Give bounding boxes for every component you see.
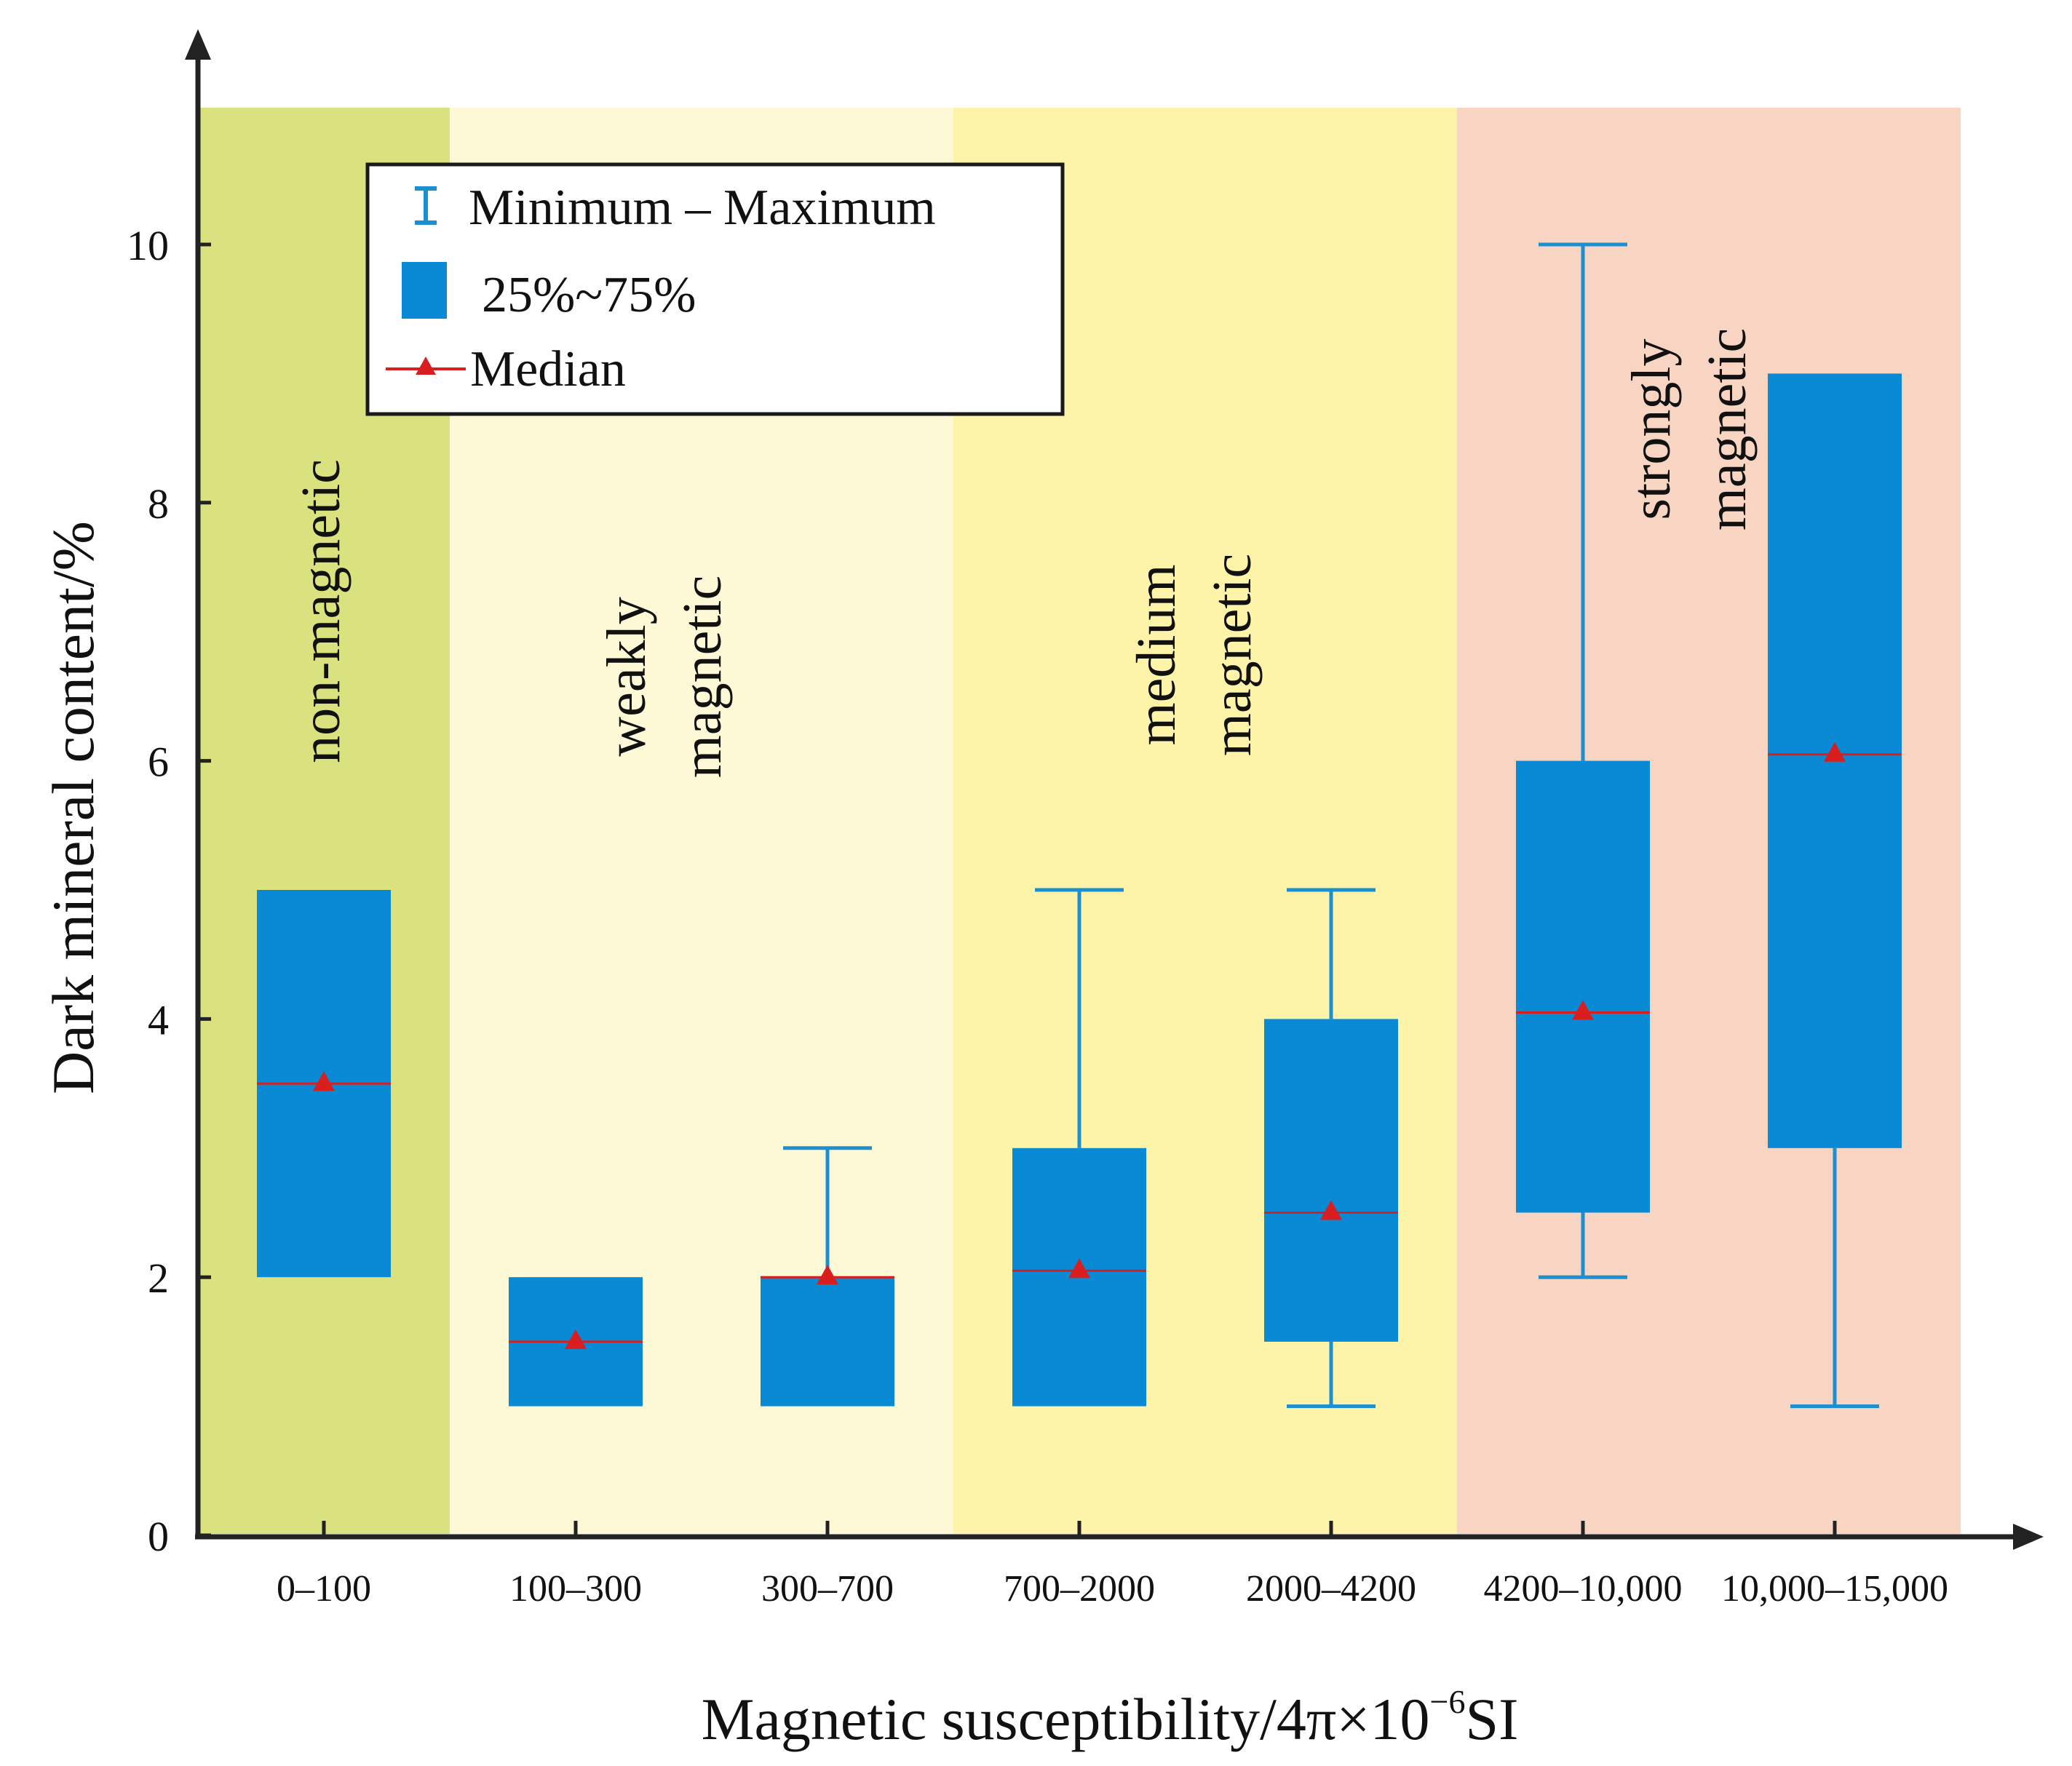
box-group-700-2000 [1012, 888, 1146, 1407]
legend-whisker-icon [415, 186, 437, 225]
box-iqr-4200-10-000 [1516, 760, 1650, 1213]
box-plots [257, 242, 1902, 1409]
legend: Minimum – Maximum 25%~75% Median [365, 162, 1065, 416]
box-group-10-000-15-000 [1768, 373, 1902, 1409]
box-group-0-100 [257, 890, 391, 1278]
legend-label-quartiles: 25%~75% [482, 267, 696, 323]
median-marker-4200-10-000 [1572, 1000, 1594, 1020]
median-marker-10-000-15-000 [1824, 741, 1846, 762]
y-tick-label-10: 10 [127, 222, 169, 269]
band-label-0-0: non-magnetic [290, 459, 352, 763]
x-tick-label-0-100: 0–100 [277, 1568, 371, 1610]
band-label-2-0: medium [1126, 564, 1187, 745]
x-tick-label-10-000-15-000: 10,000–15,000 [1721, 1568, 1948, 1610]
ticks: 0 2 4 6 8 10 0–100 100–300 300–700 700–2000 2000–4… [127, 222, 1948, 1610]
box-group-100-300 [509, 1277, 643, 1407]
x-axis-arrow [2013, 1524, 2044, 1550]
y-tick-label-8: 8 [148, 480, 169, 528]
legend-label-min-max: Minimum – Maximum [469, 180, 936, 236]
y-tick-label-6: 6 [148, 739, 169, 786]
box-iqr-2000-4200 [1264, 1019, 1398, 1342]
band-label-1-1: magnetic [672, 576, 733, 779]
x-axis-title-exponent: −6 [1430, 1683, 1466, 1720]
legend-label-median: Median [470, 341, 626, 397]
band-label-2-1: magnetic [1202, 554, 1263, 757]
band-label-1-0: weakly [596, 597, 657, 756]
x-axis-title-main: Magnetic susceptibility/4π×10 [702, 1686, 1430, 1752]
box-group-4200-10-000 [1516, 242, 1650, 1279]
legend-box-icon [402, 262, 447, 319]
y-axis-title: Dark mineral content/% [40, 521, 106, 1094]
median-marker-0-100 [313, 1071, 335, 1091]
x-tick-label-700-2000: 700–2000 [1004, 1568, 1155, 1610]
y-tick-label-2: 2 [148, 1254, 169, 1302]
box-group-2000-4200 [1264, 888, 1398, 1409]
x-tick-label-4200-10-000: 4200–10,000 [1484, 1568, 1683, 1610]
band-labels: non-magnetic weakly magnetic medium magnetic… [290, 328, 1758, 779]
median-marker-300-700 [817, 1265, 838, 1285]
x-tick-label-300-700: 300–700 [761, 1568, 894, 1610]
y-tick-label-0: 0 [148, 1513, 169, 1560]
y-tick-label-4: 4 [148, 996, 169, 1043]
x-tick-label-100-300: 100–300 [509, 1568, 642, 1610]
axes [185, 29, 2044, 1550]
band-label-3-1: magnetic [1696, 328, 1758, 531]
y-axis-arrow [185, 29, 211, 60]
box-iqr-300-700 [761, 1277, 894, 1407]
median-marker-100-300 [565, 1329, 587, 1349]
x-axis-title: Magnetic susceptibility/4π×10−6SI [702, 1683, 1519, 1752]
box-group-300-700 [761, 1146, 894, 1407]
band-label-3-0: strongly [1621, 338, 1682, 520]
x-axis-title-unit: SI [1465, 1686, 1518, 1752]
legend-median-triangle [416, 357, 436, 375]
median-marker-700-2000 [1068, 1258, 1090, 1278]
x-tick-label-2000-4200: 2000–4200 [1246, 1568, 1416, 1610]
median-marker-2000-4200 [1320, 1200, 1342, 1220]
legend-frame [365, 162, 1065, 416]
